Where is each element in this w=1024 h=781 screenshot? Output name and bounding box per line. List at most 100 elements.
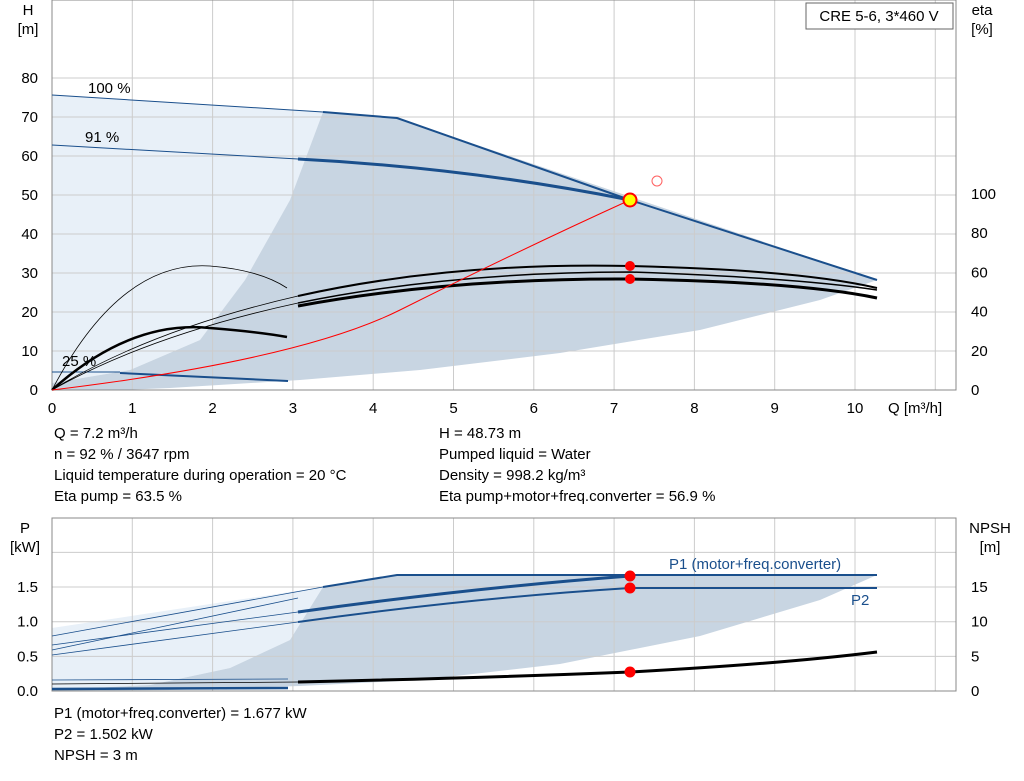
curve-91-thin	[51, 144, 299, 160]
top-info-right: H = 48.73 m Pumped liquid = Water Densit…	[439, 423, 715, 507]
top-x-axis-title: Q [m³/h]	[888, 400, 942, 417]
speed-label-100: 100 %	[88, 80, 131, 97]
eta-curve-small-lines	[51, 295, 299, 391]
top-y-left-tick-label: 70	[21, 109, 38, 126]
info-h: H = 48.73 m	[439, 425, 522, 442]
bottom-y-left-tick-label: 0.0	[17, 683, 38, 700]
top-y-left-tick-label: 10	[21, 343, 38, 360]
bottom-region-light	[52, 587, 323, 690]
top-x-tick-label: 9	[771, 400, 779, 417]
eta-point-upper	[625, 261, 635, 271]
eta-curve-large-bold	[297, 277, 878, 308]
info-n: n = 92 % / 3647 rpm	[54, 446, 190, 463]
curve-91-bold	[297, 157, 631, 202]
curve-100-bold	[322, 111, 878, 281]
top-y-left-tick-label: 40	[21, 226, 38, 243]
top-y-left-tick-label: 50	[21, 187, 38, 204]
top-x-tick-label: 10	[847, 400, 864, 417]
top-y-left-tick-labels: 0 10 20 30 40 50 60 70 80	[21, 70, 38, 399]
bottom-plot-frame	[51, 517, 957, 692]
info-temp: Liquid temperature during operation = 20…	[54, 467, 347, 484]
top-plot-frame	[51, 0, 957, 391]
bottom-y-right-title: NPSH	[969, 520, 1011, 537]
bottom-y-right-tick-labels: 0 5 10 15	[971, 579, 988, 700]
top-y-left-tick-label: 20	[21, 304, 38, 321]
bottom-y-right-tick-label: 0	[971, 683, 979, 700]
bottom-y-right-unit: [m]	[980, 539, 1001, 556]
eta-curve-large-mid	[297, 271, 878, 304]
info-p1: P1 (motor+freq.converter) = 1.677 kW	[54, 705, 307, 722]
info-eta-total: Eta pump+motor+freq.converter = 56.9 %	[439, 488, 716, 505]
top-info-left: Q = 7.2 m³/h n = 92 % / 3647 rpm Liquid …	[54, 423, 346, 507]
top-x-tick-label: 7	[610, 400, 618, 417]
top-y-left-title: H	[23, 2, 34, 19]
npsh-thin	[51, 681, 299, 685]
top-y-right-unit: [%]	[971, 21, 993, 38]
p1-91-thin	[51, 611, 299, 646]
p1-point	[624, 570, 636, 582]
p-25-thin	[51, 678, 289, 681]
p2-curve	[297, 587, 877, 623]
bottom-info: P1 (motor+freq.converter) = 1.677 kW P2 …	[54, 703, 307, 766]
npsh-point	[624, 666, 636, 678]
top-y-right-tick-label: 20	[971, 343, 988, 360]
top-y-left-tick-label: 60	[21, 148, 38, 165]
operating-point	[622, 192, 638, 208]
top-region-dark	[52, 112, 877, 390]
top-y-right-tick-label: 60	[971, 264, 988, 281]
top-x-tick-label: 1	[128, 400, 136, 417]
info-eta-pump: Eta pump = 63.5 %	[54, 488, 182, 505]
p1-curve	[297, 574, 631, 614]
p2-point	[624, 582, 636, 594]
info-liquid: Pumped liquid = Water	[439, 446, 591, 463]
top-x-tick-label: 8	[690, 400, 698, 417]
p2-curve-label: P2	[851, 592, 869, 609]
info-p2: P2 = 1.502 kW	[54, 726, 153, 743]
p2-91-thin	[51, 621, 299, 656]
info-q: Q = 7.2 m³/h	[54, 425, 138, 442]
npsh-curve	[297, 650, 878, 684]
bottom-y-left-tick-labels: 0.0 0.5 1.0 1.5	[17, 579, 38, 700]
top-x-tick-label: 5	[449, 400, 457, 417]
top-chart: 0 1 2 3 4 5 6 7 8 9 10 0 10 20 30 40 50 60 70 80 0 20 40 60 80…	[18, 0, 996, 417]
top-y-right-tick-labels: 0 20 40 60 80 100	[971, 186, 996, 399]
top-x-tick-label: 0	[48, 400, 56, 417]
speed-label-91: 91 %	[85, 129, 119, 146]
top-y-left-tick-label: 80	[21, 70, 38, 87]
top-y-right-title: eta	[972, 2, 994, 19]
bottom-y-right-tick-label: 10	[971, 614, 988, 631]
p-25-bold	[51, 686, 289, 691]
speed-label-25: 25 %	[62, 353, 96, 370]
top-y-left-tick-label: 30	[21, 265, 38, 282]
top-region-light	[52, 95, 323, 383]
top-y-right-tick-label: 80	[971, 225, 988, 242]
bottom-y-right-tick-label: 5	[971, 648, 979, 665]
top-y-left-tick-label: 0	[30, 382, 38, 399]
title-box-frame	[805, 2, 954, 30]
eta-curve-large-top	[297, 264, 878, 297]
top-x-tick-label: 3	[289, 400, 297, 417]
bottom-y-left-unit: [kW]	[10, 539, 40, 556]
system-curve	[51, 199, 631, 391]
eta-curve-small-bold	[51, 326, 288, 391]
p1-100-bold	[322, 574, 877, 588]
bottom-region-dark	[52, 575, 877, 691]
p2-100-thin	[51, 597, 299, 651]
duty-point-marker	[651, 175, 663, 187]
title-box-text: CRE 5-6, 3*460 V	[819, 8, 938, 25]
bottom-y-right-tick-label: 15	[971, 579, 988, 596]
eta-curve-thin-small	[51, 265, 288, 391]
bottom-chart: 0.0 0.5 1.0 1.5 0 5 10 15 P [kW] NPSH [m] P1 (…	[10, 517, 1011, 700]
curve-25-bold	[119, 372, 289, 382]
info-npsh: NPSH = 3 m	[54, 747, 138, 764]
top-y-right-tick-label: 40	[971, 304, 988, 321]
top-x-tick-labels: 0 1 2 3 4 5 6 7 8 9 10	[48, 400, 864, 417]
bottom-y-left-tick-label: 1.0	[17, 614, 38, 631]
bottom-y-left-title: P	[20, 520, 30, 537]
bottom-y-left-tick-label: 0.5	[17, 648, 38, 665]
top-x-tick-label: 6	[530, 400, 538, 417]
info-density: Density = 998.2 kg/m³	[439, 467, 586, 484]
top-y-left-unit: [m]	[18, 21, 39, 38]
curve-100-thin	[51, 94, 324, 113]
